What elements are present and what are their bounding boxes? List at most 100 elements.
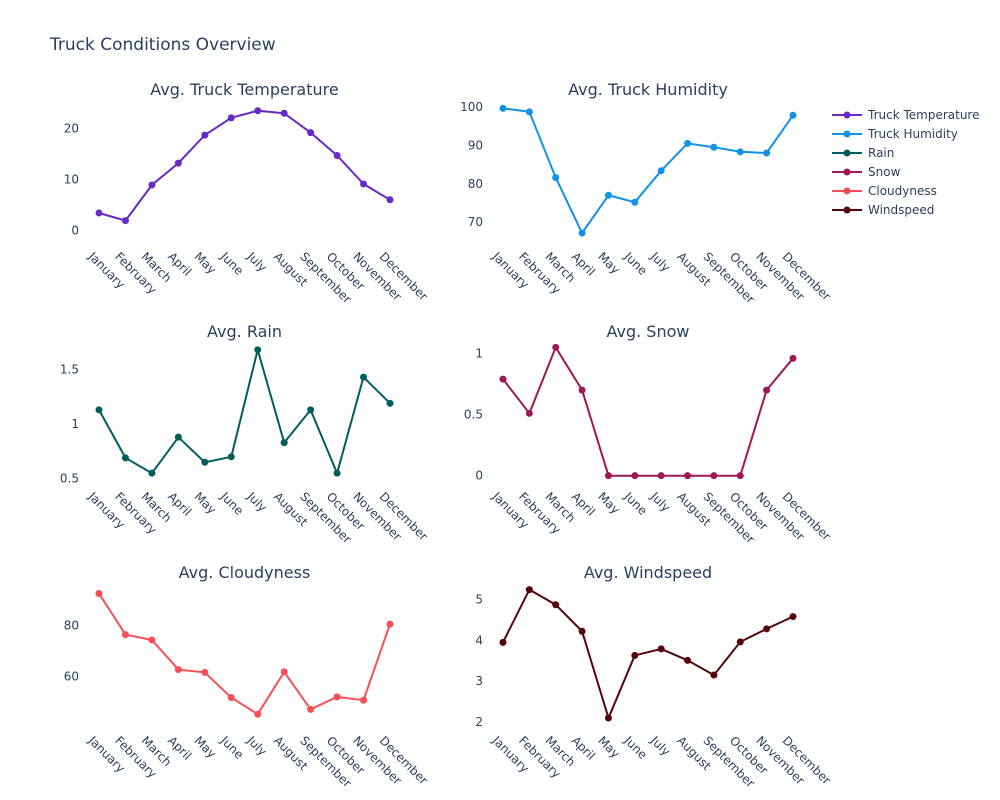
data-point[interactable] bbox=[307, 129, 315, 137]
data-point[interactable] bbox=[307, 406, 315, 414]
data-point[interactable] bbox=[174, 159, 182, 167]
data-point[interactable] bbox=[360, 373, 368, 381]
x-tick-label: May bbox=[191, 249, 218, 276]
y-tick-label: 80 bbox=[468, 177, 483, 191]
y-tick-label: 1.5 bbox=[60, 362, 79, 376]
data-point[interactable] bbox=[578, 627, 586, 635]
data-point[interactable] bbox=[710, 143, 718, 151]
data-point[interactable] bbox=[631, 472, 639, 480]
subplot-1: Avg. Truck Temperature01020JanuaryFebrua… bbox=[64, 80, 431, 306]
data-point[interactable] bbox=[763, 625, 771, 633]
data-point[interactable] bbox=[386, 196, 394, 204]
data-point[interactable] bbox=[578, 229, 586, 237]
data-point[interactable] bbox=[201, 458, 209, 466]
data-point[interactable] bbox=[227, 453, 235, 461]
data-point[interactable] bbox=[280, 439, 288, 447]
y-tick-label: 0.5 bbox=[464, 408, 483, 422]
data-point[interactable] bbox=[684, 139, 692, 147]
legend-marker-swatch bbox=[843, 111, 851, 119]
data-point[interactable] bbox=[789, 613, 797, 621]
data-point[interactable] bbox=[95, 209, 103, 217]
x-tick-label: May bbox=[595, 249, 622, 276]
data-point[interactable] bbox=[499, 104, 507, 112]
data-point[interactable] bbox=[604, 472, 612, 480]
y-tick-label: 60 bbox=[64, 670, 79, 684]
data-point[interactable] bbox=[710, 671, 718, 679]
data-point[interactable] bbox=[386, 399, 394, 407]
data-point[interactable] bbox=[657, 645, 665, 653]
data-point[interactable] bbox=[631, 198, 639, 206]
data-point[interactable] bbox=[174, 666, 182, 674]
data-point[interactable] bbox=[552, 174, 560, 182]
data-point[interactable] bbox=[201, 668, 209, 676]
data-point[interactable] bbox=[148, 636, 156, 644]
data-point[interactable] bbox=[95, 406, 103, 414]
data-point[interactable] bbox=[789, 111, 797, 119]
y-tick-label: 0.5 bbox=[60, 472, 79, 486]
data-point[interactable] bbox=[552, 343, 560, 351]
data-point[interactable] bbox=[95, 590, 103, 598]
data-point[interactable] bbox=[736, 638, 744, 646]
data-point[interactable] bbox=[333, 693, 341, 701]
data-point[interactable] bbox=[763, 149, 771, 157]
data-point[interactable] bbox=[499, 375, 507, 383]
data-point[interactable] bbox=[552, 601, 560, 609]
x-tick-label: June bbox=[621, 733, 650, 762]
series-line bbox=[98, 592, 391, 716]
data-point[interactable] bbox=[684, 656, 692, 664]
data-point[interactable] bbox=[254, 710, 262, 718]
data-point[interactable] bbox=[386, 620, 394, 628]
data-point[interactable] bbox=[604, 191, 612, 199]
data-point[interactable] bbox=[604, 714, 612, 722]
data-point[interactable] bbox=[333, 151, 341, 159]
legend-label: Snow bbox=[868, 165, 901, 179]
data-point[interactable] bbox=[789, 354, 797, 362]
x-tick-label: June bbox=[621, 489, 650, 518]
data-point[interactable] bbox=[254, 346, 262, 354]
data-point[interactable] bbox=[121, 454, 129, 462]
data-point[interactable] bbox=[525, 409, 533, 417]
data-point[interactable] bbox=[121, 217, 129, 225]
data-point[interactable] bbox=[736, 472, 744, 480]
data-point[interactable] bbox=[227, 694, 235, 702]
data-point[interactable] bbox=[499, 638, 507, 646]
data-point[interactable] bbox=[227, 114, 235, 122]
data-point[interactable] bbox=[631, 651, 639, 659]
data-point[interactable] bbox=[525, 108, 533, 116]
x-tick-label: July bbox=[244, 489, 270, 515]
data-point[interactable] bbox=[360, 180, 368, 188]
x-tick-label: July bbox=[647, 249, 673, 275]
legend-item[interactable]: Windspeed bbox=[832, 203, 934, 217]
legend-item[interactable]: Snow bbox=[832, 165, 901, 179]
data-point[interactable] bbox=[578, 386, 586, 394]
legend-item[interactable]: Rain bbox=[832, 146, 894, 160]
data-point[interactable] bbox=[710, 472, 718, 480]
data-point[interactable] bbox=[254, 107, 262, 115]
y-tick-label: 1 bbox=[475, 346, 483, 360]
data-point[interactable] bbox=[307, 705, 315, 713]
data-point[interactable] bbox=[525, 586, 533, 594]
data-point[interactable] bbox=[736, 148, 744, 156]
x-tick-label: May bbox=[595, 489, 622, 516]
subplot-6: Avg. Windspeed2345JanuaryFebruaryMarchAp… bbox=[475, 563, 833, 790]
data-point[interactable] bbox=[201, 131, 209, 139]
y-tick-label: 5 bbox=[475, 592, 483, 606]
data-point[interactable] bbox=[174, 433, 182, 441]
data-point[interactable] bbox=[360, 696, 368, 704]
data-point[interactable] bbox=[657, 167, 665, 175]
subplot-title: Avg. Snow bbox=[607, 322, 690, 341]
data-point[interactable] bbox=[148, 469, 156, 477]
data-point[interactable] bbox=[763, 386, 771, 394]
x-tick-label: June bbox=[217, 489, 246, 518]
legend-item[interactable]: Truck Humidity bbox=[832, 127, 958, 141]
data-point[interactable] bbox=[684, 472, 692, 480]
data-point[interactable] bbox=[657, 472, 665, 480]
legend-item[interactable]: Cloudyness bbox=[832, 184, 937, 198]
legend-item[interactable]: Truck Temperature bbox=[832, 108, 979, 122]
data-point[interactable] bbox=[148, 181, 156, 189]
x-tick-label: July bbox=[647, 733, 673, 759]
data-point[interactable] bbox=[121, 631, 129, 639]
data-point[interactable] bbox=[280, 109, 288, 117]
data-point[interactable] bbox=[280, 668, 288, 676]
data-point[interactable] bbox=[333, 469, 341, 477]
